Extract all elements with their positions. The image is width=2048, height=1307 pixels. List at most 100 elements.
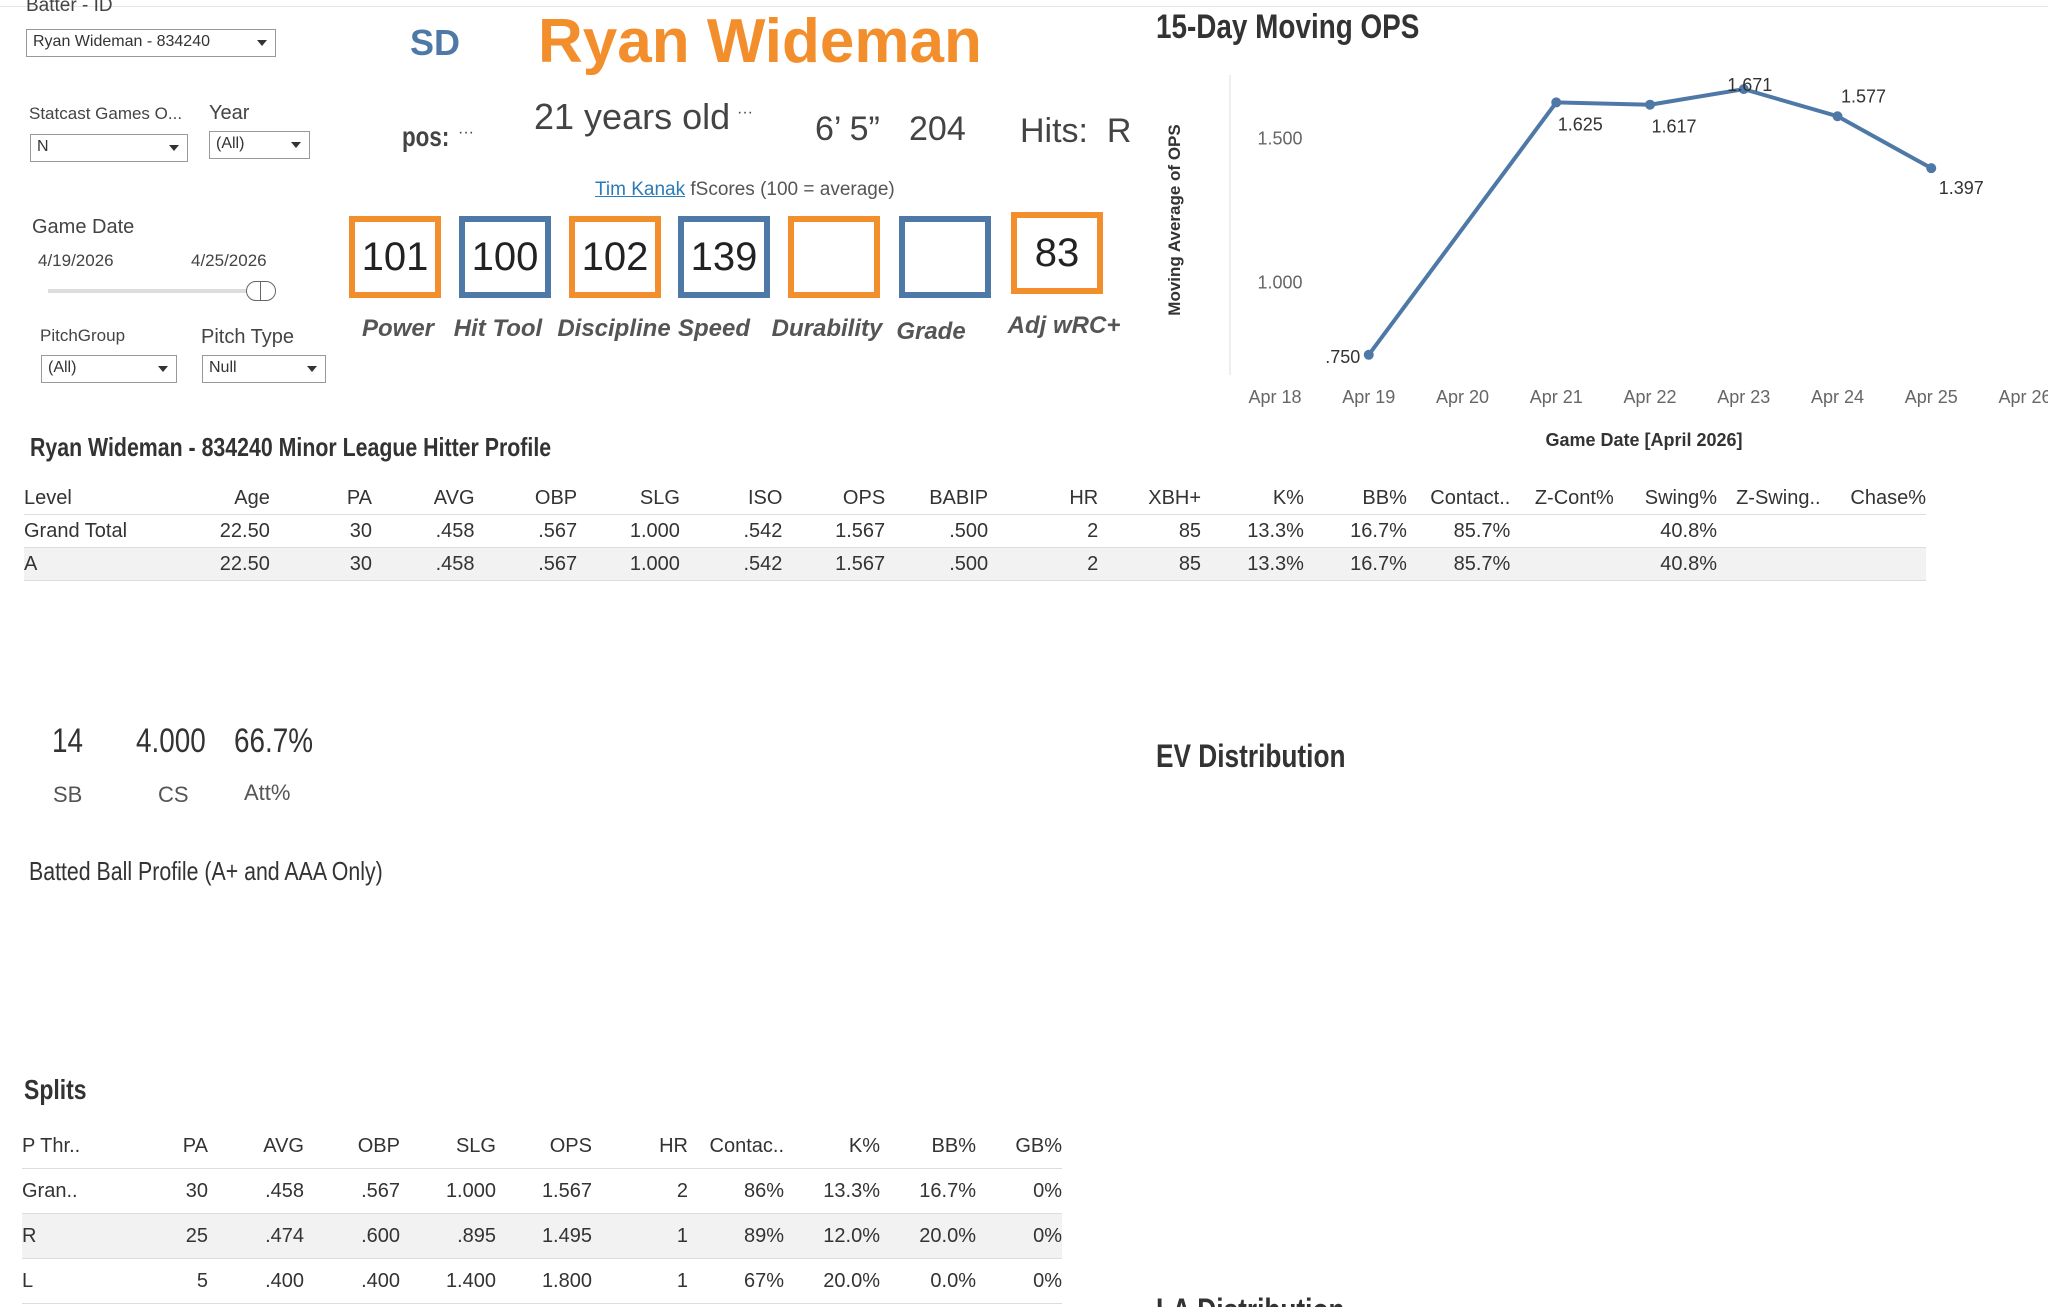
table-cell: 40.8% [1613, 514, 1718, 548]
data-point [1363, 349, 1374, 360]
tim-kanak-link[interactable]: Tim Kanak [595, 179, 686, 200]
statcast-filter-label: Statcast Games O... [29, 104, 183, 123]
pitchgroup-dropdown[interactable]: (All) [41, 355, 177, 383]
data-label: 1.671 [1727, 75, 1772, 95]
col-header[interactable]: Z-Swing.. [1736, 486, 1821, 509]
chevron-down-icon [257, 40, 267, 46]
table-cell: .600 [304, 1213, 400, 1259]
date-slider-track[interactable] [48, 289, 270, 293]
fscore-label-power: Power [361, 315, 435, 342]
fscore-value-hit-tool: 100 [471, 234, 539, 279]
col-header[interactable]: BB% [1362, 486, 1407, 509]
col-header[interactable]: P Thr.. [22, 1134, 81, 1157]
table-cell: 86% [688, 1168, 784, 1214]
player-hits: Hits: R [1020, 112, 1132, 150]
game-date-label: Game Date [32, 216, 135, 238]
pitchtype-label: Pitch Type [201, 326, 295, 348]
col-header[interactable]: OPS [549, 1134, 592, 1157]
table-cell: 1.800 [496, 1258, 592, 1304]
col-header[interactable]: PA [182, 1134, 208, 1157]
batted-ball-title: Batted Ball Profile (A+ and AAA Only) [29, 856, 383, 886]
fscore-box-power: 101 [349, 216, 441, 298]
pitchtype-dropdown[interactable]: Null [202, 355, 326, 383]
player-name: Ryan Wideman [538, 7, 982, 76]
col-header[interactable]: XBH+ [1148, 486, 1202, 509]
statcast-dropdown[interactable]: N [30, 134, 188, 162]
table-cell: .458 [372, 547, 475, 581]
table-cell: 30 [269, 547, 373, 581]
data-point [1645, 99, 1655, 110]
data-point [1832, 111, 1843, 122]
y-tick-label: 1.500 [1257, 128, 1302, 148]
fscore-label-grade: Grade [896, 318, 966, 345]
fscore-label-adj-wrc: Adj wRC+ [1007, 312, 1121, 339]
table-cell: 5 [112, 1258, 208, 1304]
data-point [1926, 163, 1937, 174]
col-header[interactable]: BB% [931, 1134, 976, 1157]
table-cell: .458 [372, 514, 475, 548]
col-header[interactable]: Level [24, 486, 72, 509]
year-dropdown[interactable]: (All) [209, 131, 310, 159]
col-header[interactable]: SLG [639, 486, 680, 509]
data-label: 1.625 [1558, 114, 1603, 134]
att-label: Att% [244, 780, 291, 805]
table-cell: 0% [976, 1168, 1062, 1214]
table-cell: Grand Total [24, 514, 144, 548]
col-header[interactable]: BABIP [929, 486, 989, 509]
pos-value: ··· [458, 124, 474, 141]
col-header[interactable]: AVG [263, 1134, 304, 1157]
col-header[interactable]: Z-Cont% [1534, 486, 1614, 509]
x-tick-label: Apr 19 [1342, 387, 1395, 407]
table-cell: .542 [679, 514, 783, 548]
col-header[interactable]: PA [346, 486, 373, 509]
cs-label: CS [158, 782, 189, 807]
col-header[interactable]: SLG [455, 1134, 496, 1157]
table-cell: .500 [885, 547, 989, 581]
col-header[interactable]: AVG [433, 486, 475, 509]
col-header[interactable]: OBP [534, 486, 578, 509]
col-header[interactable]: HR [1069, 486, 1099, 509]
table-cell: 85.7% [1406, 547, 1511, 581]
col-header[interactable]: OPS [842, 486, 886, 509]
col-header[interactable]: Contact.. [1430, 486, 1511, 509]
table-row: Gran.. 30 .458 .567 1.000 1.567 2 86% 13… [22, 1168, 1062, 1214]
table-cell: 20.0% [880, 1213, 976, 1259]
col-header[interactable]: HR [659, 1134, 688, 1157]
data-point [1738, 84, 1749, 95]
col-header[interactable]: Contac.. [709, 1134, 784, 1157]
table-cell: .400 [304, 1258, 400, 1304]
fscore-value-speed: 139 [690, 234, 758, 279]
data-label: 1.577 [1841, 86, 1886, 106]
batter-dropdown[interactable]: Ryan Wideman - 834240 [26, 29, 276, 57]
table-cell: 1.000 [400, 1168, 496, 1214]
col-header[interactable]: Swing% [1644, 486, 1718, 509]
fscore-value-discipline: 102 [581, 234, 649, 279]
sb-value: 14 [52, 722, 84, 760]
fscore-box-speed: 139 [678, 216, 770, 298]
table-cell: 2 [988, 547, 1099, 581]
col-header[interactable]: Age [234, 486, 270, 509]
col-header[interactable]: ISO [747, 486, 783, 509]
x-tick-label: Apr 21 [1530, 387, 1583, 407]
col-header[interactable]: Chase% [1850, 486, 1926, 509]
data-point [1551, 97, 1562, 108]
fscore-label-discipline: Discipline [557, 315, 671, 342]
fscore-value-power: 101 [361, 234, 429, 279]
col-header[interactable]: GB% [1015, 1134, 1062, 1157]
profile-title: Ryan Wideman - 834240 Minor League Hitte… [30, 432, 552, 462]
fscore-value-adj-wrc: 83 [1034, 230, 1080, 275]
ev-distribution-title: EV Distribution [1156, 738, 1346, 774]
data-label: 1.617 [1651, 117, 1696, 137]
table-cell: .542 [679, 547, 783, 581]
col-header[interactable]: OBP [357, 1134, 400, 1157]
table-row: L 5 .400 .400 1.400 1.800 1 67% 20.0% 0.… [22, 1258, 1062, 1304]
y-axis-label: Moving Average of OPS [1165, 124, 1184, 315]
table-cell: 85 [1098, 547, 1202, 581]
table-cell: 1.400 [400, 1258, 496, 1304]
table-cell: 13.3% [1201, 514, 1304, 548]
date-slider-handle[interactable] [246, 281, 276, 301]
col-header[interactable]: K% [1272, 486, 1304, 509]
table-cell: 0.0% [880, 1258, 976, 1304]
col-header[interactable]: K% [848, 1134, 880, 1157]
x-tick-label: Apr 22 [1623, 387, 1676, 407]
